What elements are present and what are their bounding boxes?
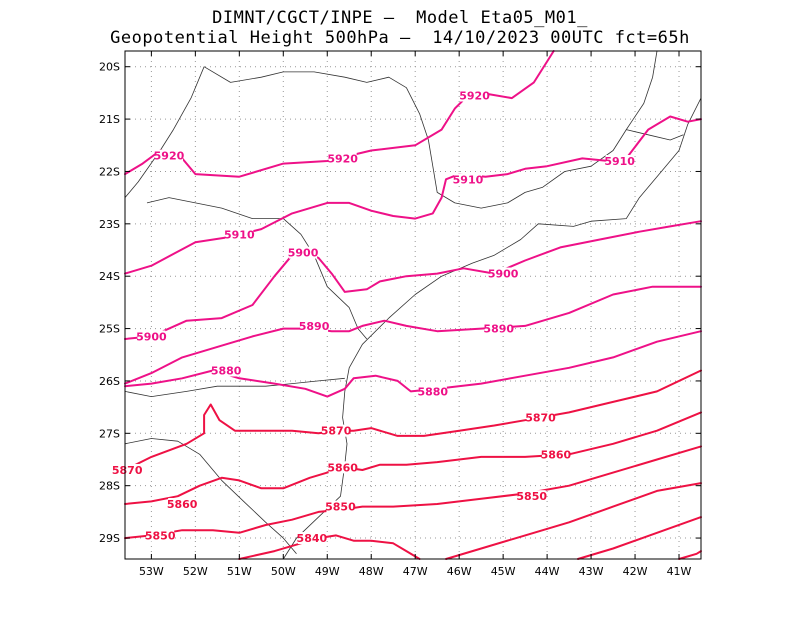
contour-label-5850: 5850 — [516, 490, 547, 503]
x-tick-label: 52W — [183, 565, 208, 578]
y-tick-label: 21S — [99, 113, 120, 126]
contour-label-bg — [289, 246, 318, 259]
contour-label-bg — [605, 154, 634, 167]
x-tick-label: 48W — [359, 565, 384, 578]
contour-label-bg — [212, 364, 241, 377]
contour-label-5920: 5920 — [154, 150, 185, 163]
x-tick-label: 50W — [271, 565, 296, 578]
contour-label-5860: 5860 — [327, 461, 358, 474]
x-tick-label: 42W — [623, 565, 648, 578]
y-tick-label: 25S — [99, 323, 120, 336]
x-tick-label: 43W — [579, 565, 604, 578]
x-tick-label: 51W — [227, 565, 252, 578]
y-tick-label: 23S — [99, 218, 120, 231]
contour-5830 — [445, 482, 702, 560]
contour-label-bg — [225, 228, 254, 241]
contour-label-5910: 5910 — [604, 155, 635, 168]
contour-5910 — [124, 115, 702, 275]
contour-5840 — [238, 534, 421, 560]
contour-label-5860: 5860 — [167, 498, 198, 511]
x-tick-label: 45W — [491, 565, 516, 578]
contour-label-5900: 5900 — [136, 330, 167, 343]
contour-label-bg — [418, 385, 447, 398]
contour-label-5920: 5920 — [459, 90, 490, 103]
x-tick-label: 47W — [403, 565, 428, 578]
contour-label-5870: 5870 — [525, 412, 556, 425]
contour-label-bg — [137, 330, 166, 343]
contour-label-bg — [460, 89, 489, 102]
contour-5820 — [576, 516, 702, 560]
x-tick-label: 49W — [315, 565, 340, 578]
x-tick-label: 53W — [139, 565, 164, 578]
boundary-border-mg-sp — [203, 50, 658, 209]
contour-label-5880: 5880 — [417, 385, 448, 398]
boundary-border-pr-sp — [146, 197, 368, 340]
contour-label-5890: 5890 — [299, 320, 330, 333]
contour-label-bg — [168, 498, 197, 511]
contour-label-bg — [484, 322, 513, 335]
boundary-border-sc-rs — [124, 438, 297, 555]
y-tick-label: 24S — [99, 270, 120, 283]
contour-label-5920: 5920 — [327, 152, 358, 165]
contour-label-bg — [453, 173, 482, 186]
contour-label-5850: 5850 — [145, 529, 176, 542]
x-tick-label: 44W — [535, 565, 560, 578]
political-boundaries — [124, 50, 702, 560]
contour-label-5910: 5910 — [224, 228, 255, 241]
y-tick-label: 26S — [99, 375, 120, 388]
boundary-border-mg-rj-es — [626, 129, 684, 141]
contour-label-bg — [300, 319, 329, 332]
contour-label-bg — [322, 424, 351, 437]
contour-label-5890: 5890 — [483, 323, 514, 336]
y-tick-label: 22S — [99, 165, 120, 178]
plot-frame — [124, 50, 702, 560]
contour-label-bg — [526, 411, 555, 424]
contour-5810 — [678, 550, 702, 560]
grid-lines — [125, 51, 701, 559]
y-tick-label: 27S — [99, 427, 120, 440]
contour-5870 — [124, 369, 702, 471]
contour-5850 — [124, 445, 702, 540]
contour-5900 — [124, 220, 702, 340]
contour-labels: 5920 5920 5920 5910 5910 5910 5900 5900 5900 5890… — [112, 89, 635, 545]
chart-title-line-2: Geopotential Height 500hPa — 14/10/2023 … — [110, 28, 690, 48]
boundary-border-pr-sc — [124, 377, 345, 397]
contour-5890 — [124, 285, 702, 385]
y-tick-label: 28S — [99, 480, 120, 493]
contour-lines — [124, 50, 702, 560]
y-tick-label: 20S — [99, 61, 120, 74]
contour-label-bg — [541, 448, 570, 461]
contour-label-bg — [154, 149, 183, 162]
contour-label-bg — [489, 267, 518, 280]
chart-title-line-1: DIMNT/CGCT/INPE — Model Eta05_M01_ — [212, 8, 588, 28]
contour-5860 — [124, 411, 702, 505]
contour-label-5850: 5850 — [325, 501, 356, 514]
contour-label-bg — [328, 461, 357, 474]
contour-label-5860: 5860 — [541, 448, 572, 461]
y-tick-label: 29S — [99, 532, 120, 545]
contour-label-bg — [297, 532, 326, 545]
x-tick-label: 41W — [667, 565, 692, 578]
contour-label-5880: 5880 — [211, 364, 242, 377]
contour-label-bg — [113, 463, 142, 476]
axis-ticks: 53W 52W 51W 50W 49W 48W 47W 46W 45W 44W 43W 42W 41W 2… — [99, 51, 701, 578]
contour-label-bg — [517, 490, 546, 503]
contour-label-bg — [326, 500, 355, 513]
contour-label-5840: 5840 — [297, 532, 328, 545]
contour-label-5870: 5870 — [321, 425, 352, 438]
contour-label-5910: 5910 — [453, 173, 484, 186]
boundary-border-ms-sp — [124, 66, 205, 198]
contour-label-bg — [328, 152, 357, 165]
contour-label-5900: 5900 — [488, 268, 519, 281]
contour-label-bg — [146, 529, 175, 542]
contour-label-5900: 5900 — [288, 247, 319, 260]
x-tick-label: 46W — [447, 565, 472, 578]
contour-label-5870: 5870 — [112, 464, 143, 477]
